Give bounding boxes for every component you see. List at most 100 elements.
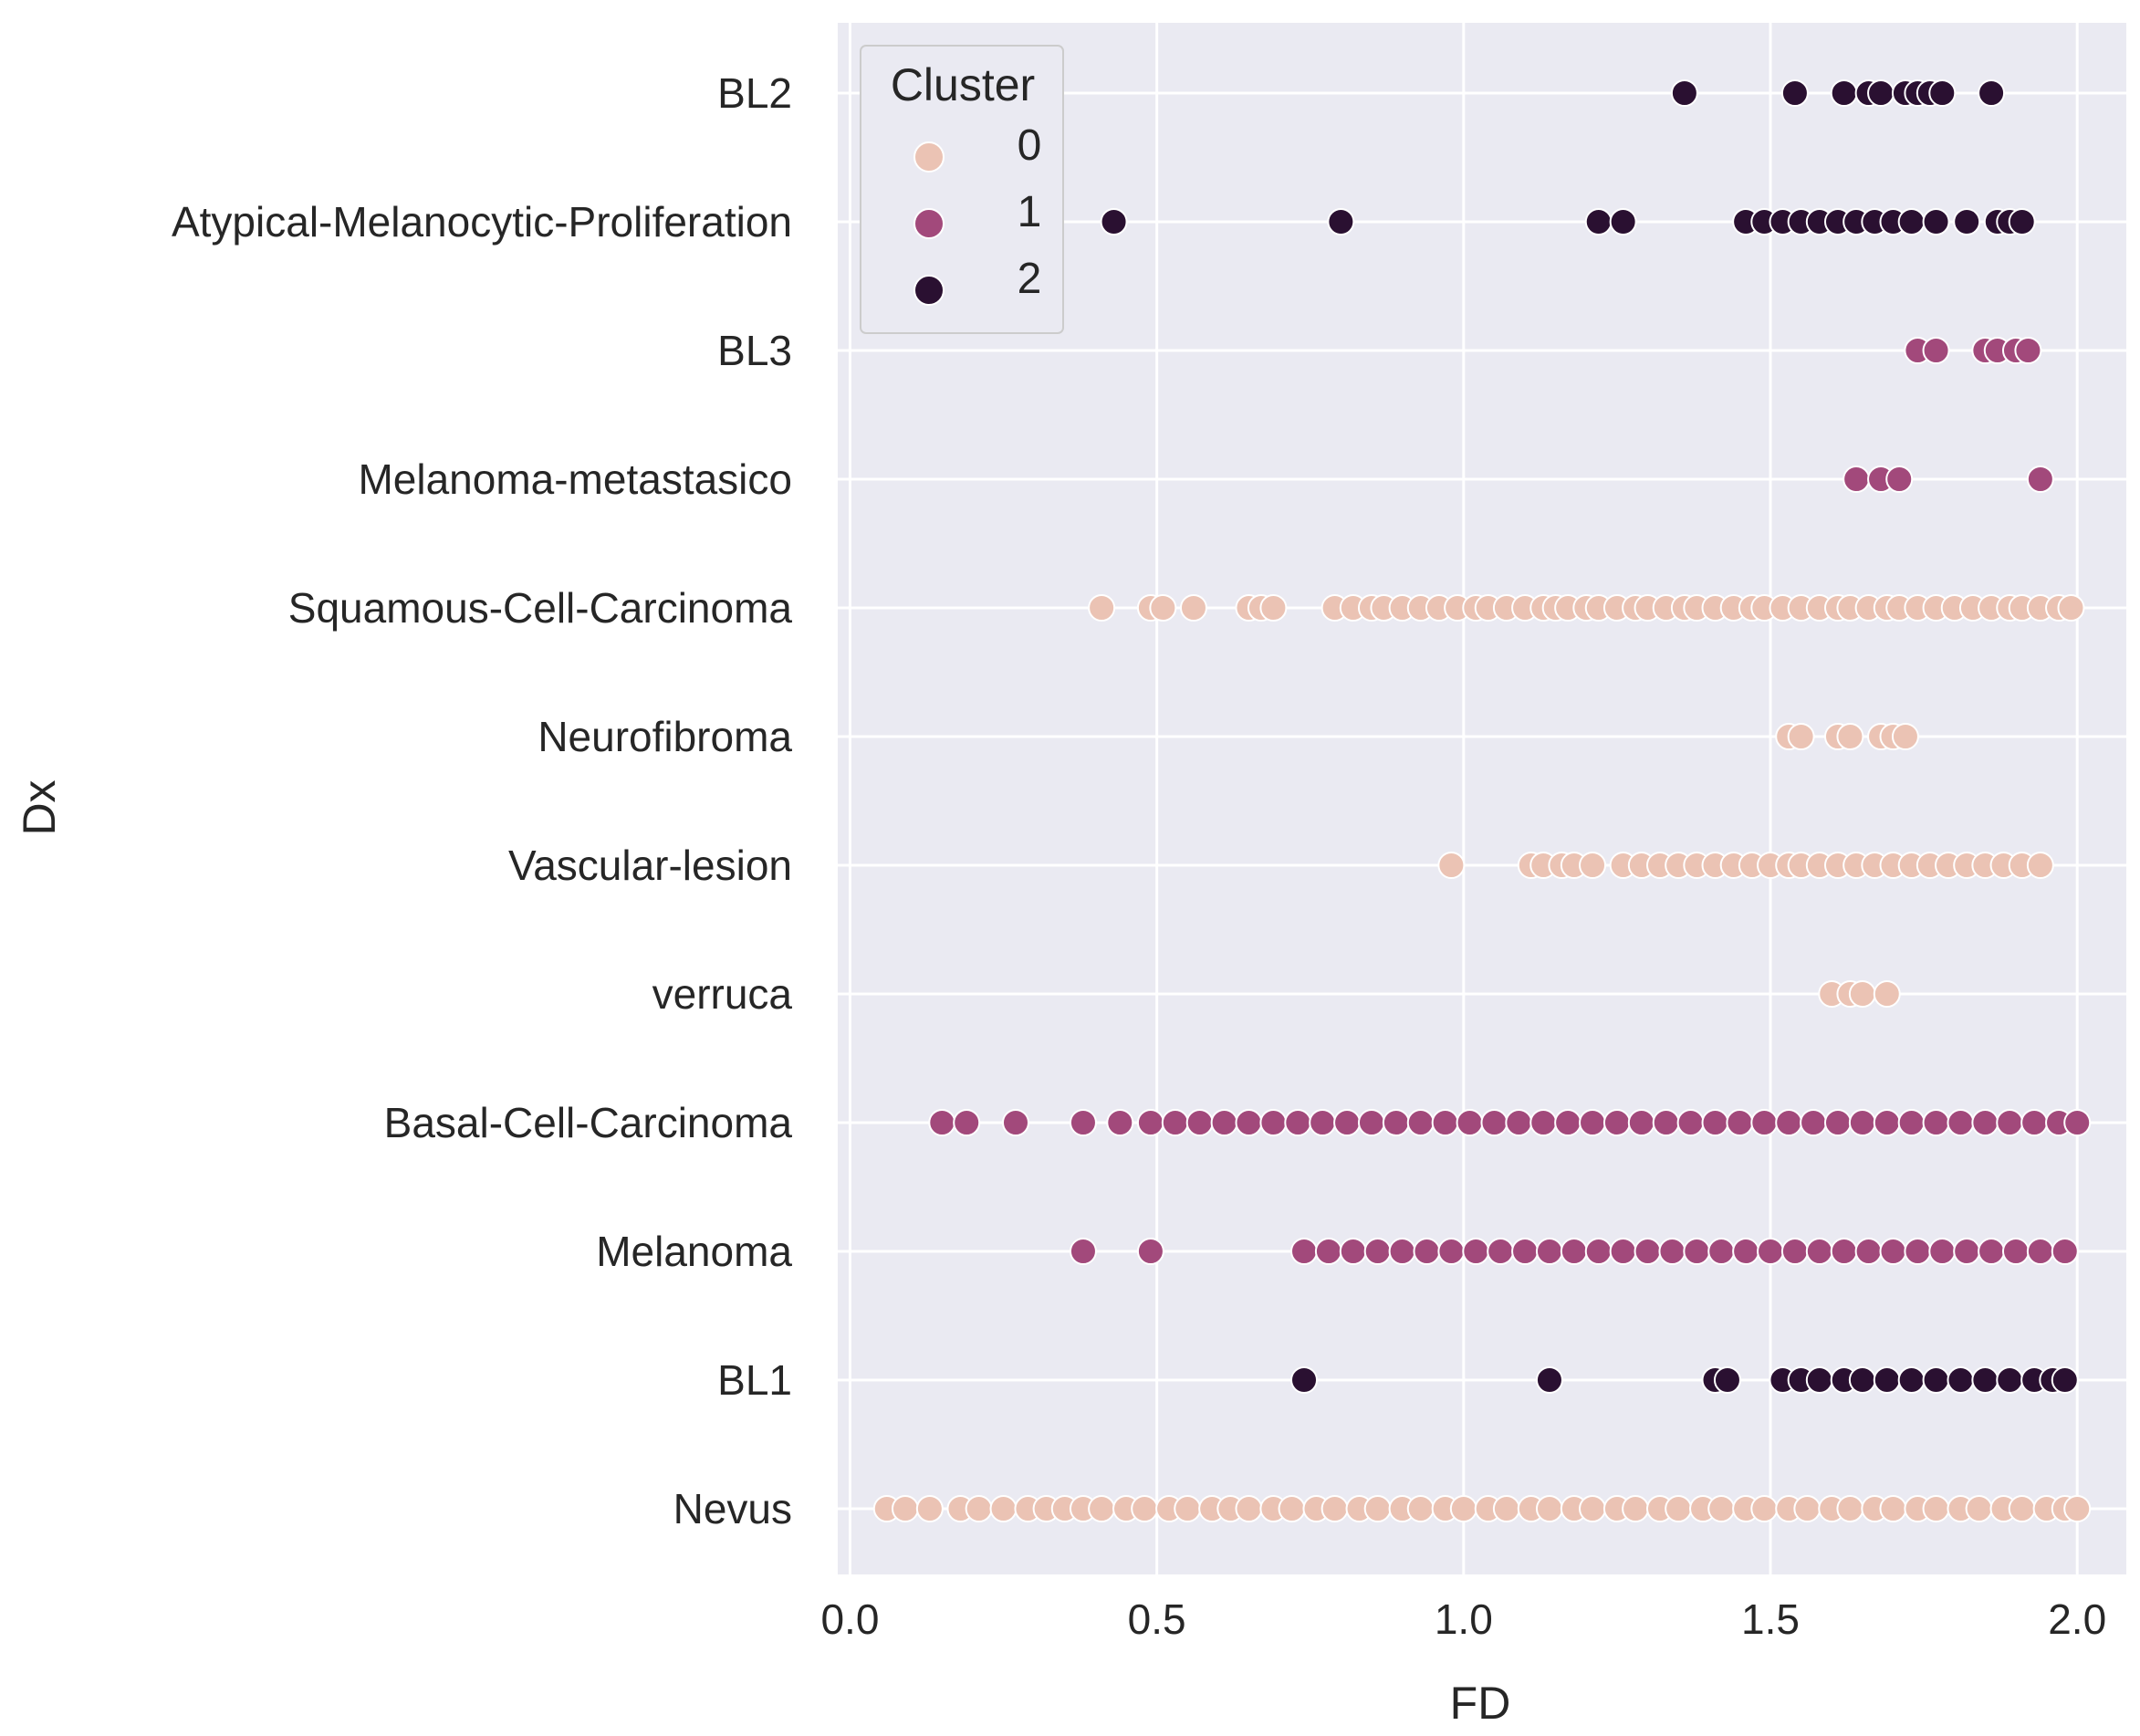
legend-title: Cluster [891, 59, 1035, 110]
data-point-cluster-1 [1848, 1109, 1876, 1136]
legend-marker-cluster-0 [913, 141, 945, 173]
data-point-cluster-1 [1971, 1109, 1999, 1136]
data-point-cluster-1 [1106, 1109, 1134, 1136]
data-point-cluster-1 [1339, 1238, 1367, 1265]
data-point-cluster-1 [1363, 1238, 1392, 1265]
data-point-cluster-1 [1487, 1238, 1515, 1265]
x-tick-label: 2.0 [2048, 1595, 2106, 1643]
data-point-cluster-1 [1480, 1109, 1508, 1136]
data-point-cluster-2 [1713, 1366, 1741, 1394]
data-point-cluster-1 [1069, 1109, 1097, 1136]
data-point-cluster-1 [1185, 1109, 1214, 1136]
data-point-cluster-0 [1836, 723, 1864, 750]
x-tick-label: 1.0 [1435, 1595, 1493, 1643]
data-point-cluster-0 [1787, 723, 1815, 750]
data-point-cluster-1 [1529, 1109, 1558, 1136]
data-point-cluster-2 [1897, 1366, 1926, 1394]
data-point-cluster-1 [1842, 465, 1871, 493]
data-point-cluster-2 [1100, 208, 1128, 235]
data-point-cluster-0 [1131, 1495, 1159, 1522]
data-point-cluster-1 [1456, 1109, 1484, 1136]
data-point-cluster-1 [1757, 1238, 1785, 1265]
data-point-cluster-2 [1848, 1366, 1876, 1394]
data-point-cluster-1 [1333, 1109, 1362, 1136]
data-point-cluster-0 [1278, 1495, 1306, 1522]
data-point-cluster-1 [1584, 1238, 1613, 1265]
data-point-cluster-1 [1750, 1109, 1779, 1136]
data-point-cluster-1 [2026, 1238, 2054, 1265]
data-point-cluster-1 [1535, 1238, 1563, 1265]
data-point-cluster-0 [965, 1495, 993, 1522]
data-point-cluster-2 [1780, 79, 1809, 107]
data-point-cluster-0 [1707, 1495, 1736, 1522]
data-point-cluster-0 [1259, 594, 1288, 622]
y-axis-title: Dx [14, 779, 65, 835]
data-point-cluster-1 [2026, 465, 2054, 493]
legend-label: 2 [1018, 255, 1042, 303]
data-point-cluster-0 [2063, 1495, 2092, 1522]
data-point-cluster-0 [1836, 1495, 1864, 1522]
data-point-cluster-1 [1406, 1109, 1435, 1136]
data-point-cluster-1 [1259, 1109, 1288, 1136]
data-point-cluster-1 [1726, 1109, 1754, 1136]
data-point-cluster-2 [2051, 1366, 2079, 1394]
data-point-cluster-2 [1928, 79, 1957, 107]
x-tick-label: 1.5 [1741, 1595, 1800, 1643]
data-point-cluster-0 [1965, 1495, 1993, 1522]
data-point-cluster-0 [1179, 594, 1207, 622]
data-point-cluster-0 [1406, 1495, 1435, 1522]
data-point-cluster-0 [1088, 1495, 1116, 1522]
data-point-cluster-0 [1321, 1495, 1349, 1522]
data-point-cluster-1 [1800, 1109, 1828, 1136]
data-point-cluster-1 [1609, 1238, 1637, 1265]
data-point-cluster-0 [1873, 980, 1901, 1008]
data-point-cluster-0 [2057, 594, 2085, 622]
data-point-cluster-1 [1947, 1109, 1975, 1136]
x-axis-title: FD [1450, 1678, 1511, 1729]
data-point-cluster-1 [1235, 1109, 1263, 1136]
data-point-cluster-2 [1922, 1366, 1950, 1394]
y-tick-label: verruca [652, 970, 793, 1018]
data-point-cluster-2 [1978, 79, 2006, 107]
data-point-cluster-1 [1676, 1109, 1705, 1136]
y-tick-label: Basal-Cell-Carcinoma [384, 1099, 793, 1146]
data-point-cluster-0 [989, 1495, 1018, 1522]
data-point-cluster-1 [1830, 1238, 1858, 1265]
data-point-cluster-0 [1793, 1495, 1822, 1522]
data-point-cluster-1 [1805, 1238, 1833, 1265]
y-tick-label: Melanoma-metastasico [358, 455, 792, 503]
data-point-cluster-1 [1505, 1109, 1533, 1136]
data-point-cluster-1 [1854, 1238, 1883, 1265]
data-point-cluster-1 [1873, 1109, 1901, 1136]
data-point-cluster-1 [1922, 1109, 1950, 1136]
legend-box [860, 45, 1064, 334]
legend-marker-cluster-2 [913, 275, 945, 306]
data-point-cluster-1 [1554, 1109, 1582, 1136]
data-point-cluster-0 [1149, 594, 1177, 622]
data-point-cluster-1 [1284, 1109, 1312, 1136]
data-point-cluster-1 [2014, 337, 2042, 364]
data-point-cluster-0 [1437, 852, 1466, 879]
data-point-cluster-2 [2008, 208, 2036, 235]
data-point-cluster-2 [1670, 79, 1698, 107]
data-point-cluster-0 [1449, 1495, 1477, 1522]
data-point-cluster-1 [1357, 1109, 1385, 1136]
data-point-cluster-0 [1891, 723, 1919, 750]
data-point-cluster-1 [1780, 1238, 1809, 1265]
data-point-cluster-0 [2008, 1495, 2036, 1522]
data-point-cluster-1 [1904, 1238, 1932, 1265]
x-tick-label: 0.5 [1128, 1595, 1186, 1643]
data-point-cluster-2 [1609, 208, 1637, 235]
legend: Cluster 0 1 2 [860, 45, 1064, 334]
data-point-cluster-0 [1579, 1495, 1607, 1522]
y-tick-label: BL2 [717, 69, 792, 117]
data-point-cluster-1 [1069, 1238, 1097, 1265]
data-point-cluster-0 [1922, 1495, 1950, 1522]
y-tick-label: BL3 [717, 327, 792, 374]
data-point-cluster-1 [1382, 1109, 1410, 1136]
data-point-cluster-1 [2063, 1109, 2092, 1136]
data-point-cluster-1 [1579, 1109, 1607, 1136]
y-tick-label: Atypical-Melanocytic-Proliferation [172, 198, 792, 246]
data-point-cluster-2 [1830, 79, 1858, 107]
y-tick-label: Nevus [673, 1485, 792, 1532]
